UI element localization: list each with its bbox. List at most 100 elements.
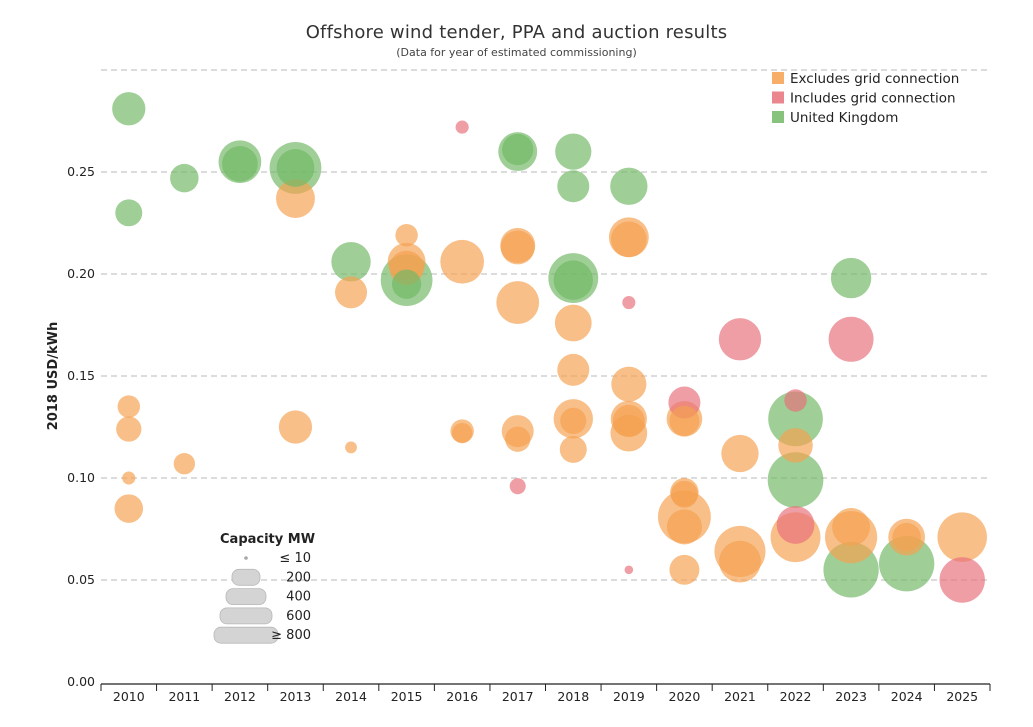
x-tick-label: 2025 bbox=[946, 689, 978, 704]
bubble-point bbox=[222, 146, 258, 182]
bubble-point bbox=[555, 133, 592, 170]
bubbles bbox=[112, 92, 987, 603]
legend: Excludes grid connection Includes grid co… bbox=[772, 71, 959, 126]
bubble-point bbox=[784, 389, 807, 412]
bubble-point bbox=[559, 435, 587, 463]
bubble-point bbox=[624, 565, 634, 575]
bubble-point bbox=[509, 478, 526, 495]
size-legend-label: 200 bbox=[286, 570, 311, 585]
bubble-point bbox=[452, 422, 473, 444]
x-tick-label: 2023 bbox=[835, 689, 867, 704]
y-tick-label: 0.05 bbox=[67, 572, 95, 587]
bubble-point bbox=[554, 304, 592, 342]
bubble-point bbox=[395, 224, 418, 247]
bubble-point bbox=[553, 260, 593, 300]
bubble-point bbox=[505, 426, 531, 452]
y-tick-label: 0.15 bbox=[67, 368, 95, 383]
bubble-point bbox=[878, 536, 935, 592]
legend-item: Excludes grid connection bbox=[772, 71, 959, 87]
y-tick-label: 0.10 bbox=[67, 470, 95, 485]
bubble-point bbox=[276, 148, 315, 187]
legend-item: Includes grid connection bbox=[772, 91, 956, 107]
y-axis-label: 2018 USD/kWh bbox=[46, 322, 61, 430]
size-legend-title: Capacity MW bbox=[220, 532, 315, 547]
bubble-point bbox=[112, 92, 146, 126]
bubble-point bbox=[768, 391, 823, 447]
size-legend-label: 400 bbox=[286, 590, 311, 605]
x-tick-label: 2022 bbox=[780, 689, 812, 704]
bubble-point bbox=[622, 295, 636, 310]
x-tick-label: 2013 bbox=[280, 689, 312, 704]
legend-swatch bbox=[772, 91, 784, 104]
bubble-point bbox=[830, 257, 872, 299]
x-tick-label: 2012 bbox=[224, 689, 256, 704]
bubble-point bbox=[502, 133, 534, 166]
bubble-point bbox=[114, 494, 144, 523]
bubble-point bbox=[440, 239, 484, 284]
bubble-point bbox=[767, 452, 824, 508]
bubble-point bbox=[496, 281, 540, 324]
size-legend-swatch bbox=[231, 568, 261, 586]
legend-swatch bbox=[772, 111, 784, 123]
legend-item: United Kingdom bbox=[772, 110, 898, 126]
y-axis: 0.00 0.05 0.10 0.15 0.20 0.25 bbox=[67, 164, 95, 689]
y-tick-label: 0.25 bbox=[67, 164, 95, 179]
bubble-point bbox=[892, 522, 921, 552]
bubble-point bbox=[937, 512, 987, 562]
bubble-point bbox=[278, 410, 313, 444]
bubble-point bbox=[939, 557, 985, 603]
bubble-point bbox=[669, 554, 700, 585]
y-tick-label: 0.00 bbox=[67, 674, 95, 689]
size-legend-swatch bbox=[213, 626, 279, 644]
size-legend-swatch bbox=[219, 607, 273, 625]
bubble-point bbox=[832, 508, 871, 546]
x-tick-label: 2015 bbox=[391, 689, 423, 704]
bubble-point bbox=[116, 416, 142, 442]
bubble-point bbox=[170, 163, 199, 193]
bubble-point bbox=[828, 316, 874, 362]
x-tick-label: 2017 bbox=[502, 689, 534, 704]
x-tick-label: 2020 bbox=[669, 689, 701, 704]
legend-label: United Kingdom bbox=[790, 110, 898, 126]
bubble-point bbox=[391, 269, 422, 299]
bubble-point bbox=[721, 434, 759, 473]
bubble-point bbox=[557, 170, 590, 203]
x-tick-label: 2018 bbox=[557, 689, 589, 704]
bubble-point bbox=[117, 395, 141, 418]
x-tick-label: 2021 bbox=[724, 689, 756, 704]
bubble-point bbox=[669, 405, 700, 436]
bubble-point bbox=[612, 404, 645, 437]
bubble-point bbox=[345, 441, 357, 454]
size-legend-label: 600 bbox=[286, 609, 311, 624]
bubble-point bbox=[560, 407, 587, 434]
bubble-point bbox=[500, 230, 535, 265]
x-tick-label: 2010 bbox=[113, 689, 145, 704]
chart-subtitle: (Data for year of estimated commissionin… bbox=[396, 46, 637, 59]
bubble-point bbox=[611, 366, 647, 402]
legend-swatch bbox=[772, 72, 784, 84]
x-tick-label: 2016 bbox=[446, 689, 478, 704]
bubble-point bbox=[122, 471, 136, 485]
bubble-point bbox=[173, 453, 196, 475]
x-tick-label: 2011 bbox=[168, 689, 200, 704]
bubble-point bbox=[611, 221, 647, 258]
x-tick-label: 2019 bbox=[613, 689, 645, 704]
bubble-point bbox=[778, 428, 813, 463]
bubble-point bbox=[666, 509, 702, 545]
x-tick-label: 2014 bbox=[335, 689, 367, 704]
bubble-point bbox=[718, 318, 762, 361]
bubble-point bbox=[335, 276, 368, 309]
bubble-point bbox=[115, 199, 143, 227]
bubble-point bbox=[776, 505, 815, 544]
bubble-point bbox=[276, 179, 315, 218]
size-legend-label: ≥ 800 bbox=[271, 628, 311, 643]
x-axis: 2010 2011 2012 2013 2014 2015 2016 2017 2018 2019… bbox=[100, 683, 991, 704]
x-tick-label: 2024 bbox=[891, 689, 923, 704]
y-tick-label: 0.20 bbox=[67, 266, 95, 281]
chart-title: Offshore wind tender, PPA and auction re… bbox=[305, 22, 728, 43]
size-legend-swatch bbox=[244, 556, 248, 560]
legend-label: Excludes grid connection bbox=[790, 71, 959, 87]
size-legend-swatch bbox=[225, 588, 267, 605]
